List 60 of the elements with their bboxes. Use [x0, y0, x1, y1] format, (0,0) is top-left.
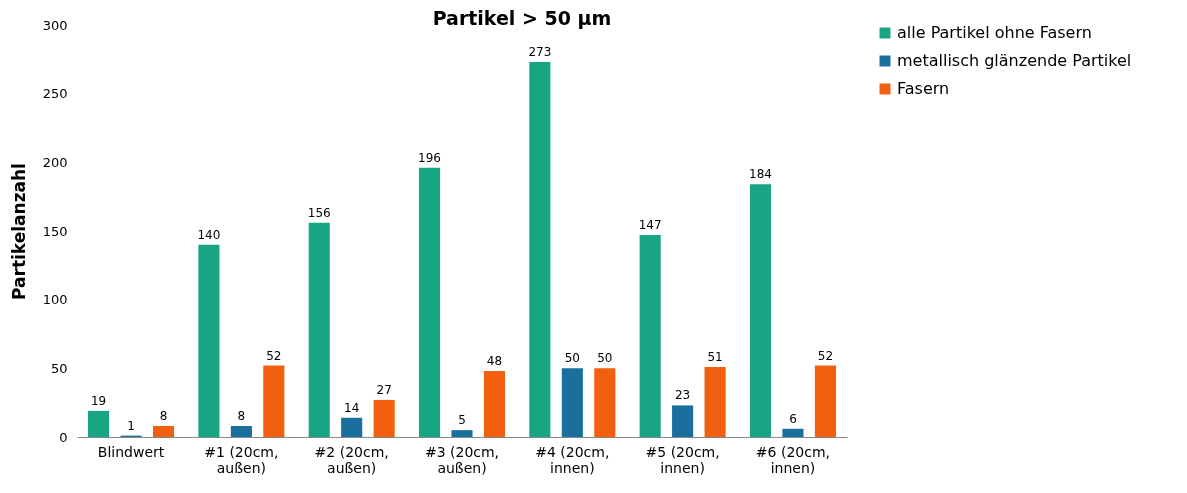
bar — [561, 368, 583, 437]
data-label: 147 — [638, 218, 662, 233]
data-label: 52 — [817, 348, 834, 363]
data-label: 196 — [418, 150, 441, 165]
data-label: 8 — [159, 409, 168, 424]
y-tick-label: 0 — [59, 429, 68, 445]
data-label: 27 — [376, 382, 392, 397]
data-label: 6 — [789, 411, 797, 426]
legend-label: alle Partikel ohne Fasern — [897, 23, 1092, 42]
bar — [230, 426, 252, 437]
bar — [782, 428, 804, 437]
bar — [418, 167, 441, 437]
data-label: 5 — [458, 413, 466, 428]
x-tick-label: Blindwert — [97, 443, 165, 460]
data-label: 23 — [674, 388, 691, 403]
x-tick-label: #4 (20cm, innen) — [535, 443, 610, 476]
bar — [639, 235, 661, 437]
bar — [483, 371, 506, 437]
bar — [198, 244, 220, 437]
legend-label: Fasern — [897, 79, 950, 98]
data-label: 19 — [90, 393, 107, 408]
bar — [529, 62, 551, 437]
y-tick-label: 200 — [42, 154, 68, 170]
x-tick-label: #6 (20cm, innen) — [755, 443, 831, 476]
bar — [308, 222, 330, 437]
y-tick-label: 250 — [42, 86, 68, 102]
bar — [749, 184, 772, 437]
bar — [152, 426, 175, 437]
data-label: 1 — [127, 418, 135, 433]
data-label: 140 — [197, 227, 221, 242]
data-label: 51 — [707, 349, 723, 364]
x-tick-label: #2 (20cm, außen) — [314, 443, 389, 476]
y-tick-label: 150 — [42, 223, 68, 239]
bar — [373, 399, 395, 437]
bar — [594, 368, 616, 437]
data-label: 14 — [344, 400, 360, 415]
bar — [451, 430, 473, 437]
y-tick-label: 100 — [42, 292, 68, 308]
chart-title: Partikel > 50 µm — [432, 7, 612, 29]
x-tick-label: #5 (20cm, innen) — [645, 443, 720, 476]
data-label: 50 — [564, 351, 580, 366]
bar — [88, 410, 110, 437]
y-tick-label: 50 — [50, 360, 68, 376]
y-axis-title: Partikelanzahl — [8, 163, 29, 300]
bar — [263, 365, 285, 437]
data-label: 184 — [749, 167, 772, 182]
data-label: 50 — [597, 351, 613, 366]
data-label: 273 — [528, 45, 552, 60]
y-tick-label: 300 — [42, 17, 68, 33]
data-label: 48 — [486, 354, 503, 369]
bar — [341, 417, 363, 437]
legend-label: metallisch glänzende Partikel — [897, 51, 1132, 70]
bar — [704, 366, 726, 437]
data-label: 52 — [266, 348, 282, 363]
bar — [814, 365, 836, 437]
bar — [672, 405, 694, 437]
x-tick-label: #1 (20cm, außen) — [204, 443, 279, 476]
x-tick-label: #3 (20cm, außen) — [424, 443, 500, 476]
data-label: 156 — [307, 205, 331, 220]
data-label: 8 — [237, 409, 246, 424]
